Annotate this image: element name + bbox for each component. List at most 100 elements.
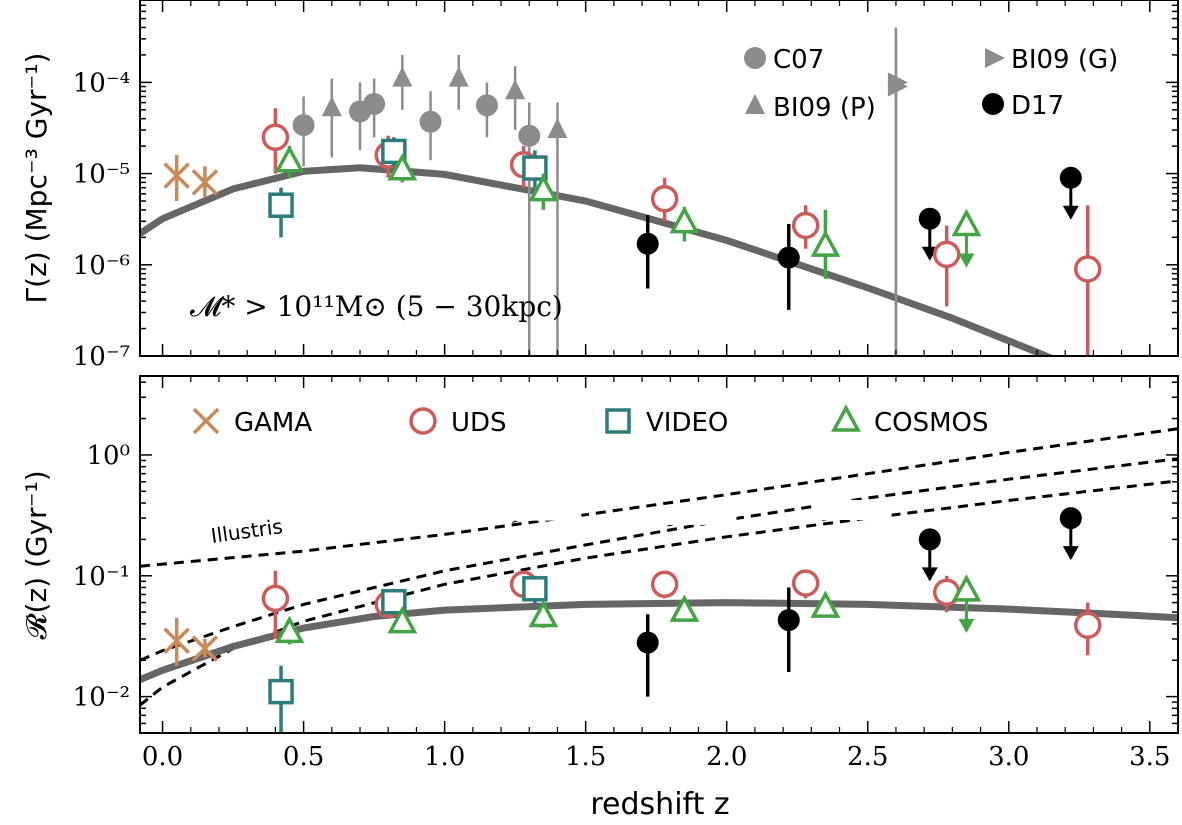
y-tick-label: 10⁻⁶ — [73, 251, 130, 281]
top-point — [261, 123, 290, 152]
illustris-line-1 — [140, 457, 1178, 662]
y-tick-label: 10⁻⁷ — [73, 342, 130, 372]
upper-limit-arrowhead — [1062, 546, 1079, 561]
top-series-bi09-p- — [321, 54, 568, 356]
x-tick-label: 1.5 — [565, 742, 606, 772]
bottom-point — [636, 631, 659, 654]
bottom-point — [387, 605, 418, 634]
top-point — [932, 240, 961, 269]
legend-marker-0 — [744, 47, 766, 69]
upper-limit-arrowhead — [958, 618, 975, 633]
bottom-panel: 10¹² M⊙10¹¹ M⊙10¹⁰ M⊙ 0.00.51.01.52.02.5… — [20, 375, 1179, 772]
bottom-panel-frame — [139, 375, 1179, 734]
top-annotation: 𝓜* > 10¹¹M⊙ (5 − 30kpc) — [190, 290, 563, 323]
bottom-point — [522, 576, 548, 602]
bottom-point — [791, 569, 820, 597]
top-point — [363, 92, 386, 115]
illustris-line-2 — [140, 479, 1178, 707]
y-tick-label: 10⁰ — [86, 441, 130, 471]
legend-marker-1 — [985, 48, 1005, 68]
x-tick-label: 2.0 — [706, 742, 747, 772]
top-series-video — [268, 137, 548, 238]
legend-top-label-0: C07 — [773, 45, 824, 75]
legend-top-label-3: D17 — [1011, 91, 1064, 121]
legend-bottom-label-1: UDS — [451, 408, 507, 438]
legend-marker-2 — [605, 408, 631, 434]
top-point — [475, 94, 498, 117]
top-point — [810, 229, 841, 257]
bottom-point — [669, 594, 700, 622]
bottom-point — [1073, 611, 1102, 639]
top-point — [918, 207, 941, 230]
top-point — [292, 114, 315, 137]
bottom-point — [274, 615, 305, 644]
upper-limit-arrowhead — [1062, 205, 1079, 220]
top-point — [419, 110, 442, 133]
top-point — [791, 211, 820, 240]
bottom-point — [810, 590, 841, 618]
legend-top-label-2: BI09 (P) — [773, 93, 876, 123]
top-point — [528, 173, 559, 202]
top-point — [522, 155, 548, 181]
legend-bottom-label-3: COSMOS — [874, 408, 989, 438]
bottom-point — [1059, 507, 1082, 530]
illustris-line-0 — [140, 427, 1178, 568]
top-fit-curve — [140, 164, 1055, 356]
bottom-series-cosmos — [274, 574, 982, 645]
legend-bottom-label-2: VIDEO — [646, 408, 728, 438]
legend-marker-3 — [831, 404, 861, 432]
top-series-d17 — [636, 166, 1082, 310]
top-point — [268, 192, 294, 218]
legend-marker-3 — [982, 93, 1004, 115]
top-point — [505, 79, 526, 100]
top-point — [669, 205, 700, 234]
bottom-ylabel: 𝓡(z) (Gyr⁻¹) — [20, 470, 53, 639]
y-tick-label: 10⁻² — [73, 683, 130, 713]
x-tick-label: 1.0 — [424, 742, 465, 772]
top-point — [518, 124, 541, 147]
x-tick-label: 3.0 — [988, 742, 1029, 772]
legend-marker-1 — [409, 407, 437, 435]
top-point — [163, 162, 190, 189]
top-ylabel: Γ(z) (Mpc⁻³ Gyr⁻¹) — [20, 53, 53, 304]
top-series-c07 — [292, 78, 541, 356]
top-point — [887, 72, 908, 93]
y-tick-label: 10⁻⁵ — [73, 160, 130, 190]
bottom-point — [918, 528, 941, 551]
top-point — [191, 169, 219, 196]
bottom-point — [951, 574, 982, 602]
legend-marker-2 — [745, 94, 765, 114]
bottom-fit-curve — [140, 599, 1178, 683]
bottom-point — [163, 627, 190, 654]
y-tick-label: 10⁻⁴ — [73, 68, 130, 98]
illustris-label: Illustris — [209, 514, 284, 548]
bottom-point — [650, 570, 679, 599]
bottom-series-gama — [163, 617, 219, 666]
top-point — [274, 145, 305, 173]
top-point — [777, 246, 800, 269]
x-tick-label: 2.5 — [847, 742, 888, 772]
bottom-series-video — [268, 575, 548, 733]
top-point — [1073, 255, 1102, 283]
top-series-gama — [163, 154, 219, 202]
bottom-point — [191, 635, 219, 662]
top-series-cosmos — [274, 145, 982, 279]
bottom-point — [268, 678, 294, 705]
bottom-point — [777, 609, 800, 632]
top-point — [448, 66, 469, 87]
top-series-bi09-g- — [887, 27, 908, 356]
y-tick-label: 10⁻¹ — [73, 562, 130, 592]
x-tick-label: 0.0 — [142, 742, 183, 772]
top-point — [951, 208, 982, 237]
legend-marker-0 — [192, 407, 220, 435]
bottom-series-d17 — [636, 507, 1082, 697]
top-point — [547, 118, 568, 139]
legend-top-label-1: BI09 (G) — [1011, 45, 1118, 75]
top-point — [1059, 166, 1082, 189]
top-point — [381, 138, 407, 165]
bottom-point — [528, 599, 559, 628]
x-axis-label: redshift z — [590, 787, 729, 822]
x-tick-label: 0.5 — [283, 742, 324, 772]
upper-limit-arrowhead — [921, 567, 938, 582]
